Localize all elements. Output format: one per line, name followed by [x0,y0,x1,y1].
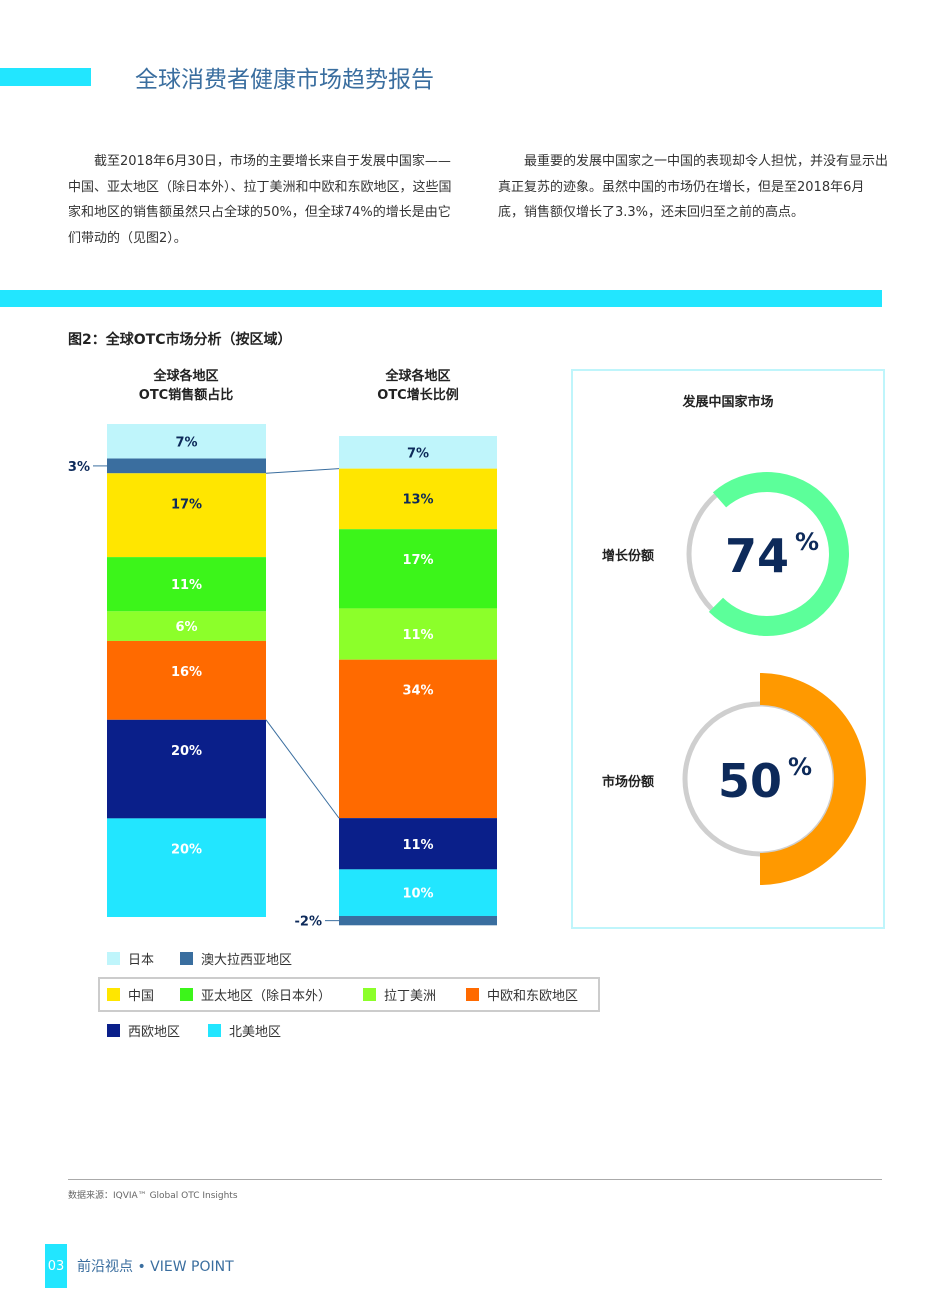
bar-label: 17% [402,553,433,568]
bar-segment [339,659,497,819]
page-number: 03 [45,1244,67,1288]
bar-segment [107,640,266,720]
legend-item: 拉丁美洲 [363,985,436,1004]
developing-markets-panel: 发展中国家市场 [571,369,885,929]
legend-swatch [466,988,479,1001]
donut-charts: 74 %50% [682,472,866,885]
legend-item: 日本 [107,949,154,968]
legend-swatch [180,952,193,965]
bar-label: 17% [171,497,202,512]
section-band [0,290,882,307]
legend-label: 中欧和东欧地区 [487,989,579,1004]
donut-unit: % [795,528,819,556]
bar-segment [107,458,266,474]
legend-swatch [363,988,376,1001]
bar-label: 16% [171,665,202,680]
legend-swatch [107,952,120,965]
connector-line [265,468,340,474]
bar-label: 10% [402,887,433,902]
right-chart-title: 全球各地区 OTC增长比例 [318,367,518,405]
legend-item: 中国 [107,985,154,1004]
legend-label: 中国 [128,989,155,1004]
bar-segment [339,529,497,609]
legend-label: 拉丁美洲 [384,989,437,1004]
bar-label: 7% [407,446,429,461]
right-chart-title-line2: OTC增长比例 [377,388,459,403]
paragraph-right: 最重要的发展中国家之一中国的表现却令人担忧，并没有显示出真正复苏的迹象。虽然中国… [498,154,889,220]
bar-segment [339,468,497,530]
legend-item: 北美地区 [208,1021,281,1040]
legend-item: 中欧和东欧地区 [466,985,578,1004]
footer-section: 前沿视点 • VIEW POINT [77,1259,234,1275]
donut-arc [708,472,849,636]
donut-label-market: 市场份额 [602,775,655,790]
left-chart-title-line2: OTC销售额占比 [138,388,234,403]
legend-item: 亚太地区（除日本外） [180,985,331,1004]
figure-title: 图2：全球OTC市场分析（按区域） [68,332,292,348]
bar-label: 13% [402,493,433,508]
footer-rule [68,1179,882,1180]
stacked-bar-charts: 7% 3% 17% 11% 6% 16% 20% 20% 7% 13% 17% 11% 34% 11% 10… [68,424,497,930]
donut-label-growth: 增长份额 [602,549,655,564]
connector-line [265,719,340,819]
bar-segment [339,915,497,926]
left-chart-title-line1: 全球各地区 [153,369,219,384]
panel-title: 发展中国家市场 [682,395,774,410]
bar-segment [339,436,497,469]
legend: 日本 澳大拉西亚地区中国 亚太地区（除日本外） 拉丁美洲 中欧和东欧地区西欧地区 北美地区 [98,945,598,1045]
donut-arc [759,673,866,885]
legend-label: 西欧地区 [128,1025,181,1040]
legend-label: 北美地区 [229,1025,282,1040]
legend-label: 澳大拉西亚地区 [201,953,293,968]
legend-highlight-box [98,977,600,1012]
bar-segment [107,719,266,819]
header-accent-bar [0,68,91,86]
donut-value: 74 [725,529,789,583]
bar-label: 11% [402,838,433,853]
legend-swatch [107,988,120,1001]
bar-segment [339,869,497,916]
bar-label: 11% [402,628,433,643]
legend-label: 亚太地区（除日本外） [201,989,332,1004]
bar-label: 6% [175,620,197,635]
bar-label: 11% [171,578,202,593]
bar-label: 20% [171,744,202,759]
bar-segment [107,424,266,459]
legend-swatch [180,988,193,1001]
bar-label: 7% [175,435,197,450]
right-chart-title-line1: 全球各地区 [385,369,451,384]
legend-item: 西欧地区 [107,1021,180,1040]
legend-label: 日本 [128,953,155,968]
bar-label: 34% [402,684,433,699]
left-chart-title: 全球各地区 OTC销售额占比 [86,367,286,405]
data-source: 数据来源：IQVIA™ Global OTC Insights [68,1191,238,1201]
bar-label: 3% [68,460,90,475]
bar-segment [107,818,266,917]
legend-item: 澳大拉西亚地区 [180,949,292,968]
bar-segment [339,608,497,660]
legend-swatch [208,1024,221,1037]
bar-segment [107,611,266,641]
bar-label: -2% [295,915,322,930]
paragraph-left: 截至2018年6月30日，市场的主要增长来自于发展中国家——中国、亚太地区（除日… [68,154,452,246]
page-title: 全球消费者健康市场趋势报告 [135,67,434,93]
donut-unit: % [788,753,812,781]
bar-segment [107,473,266,558]
bar-segment [107,557,266,612]
donut-value: 50 [718,754,782,808]
legend-swatch [107,1024,120,1037]
bar-chart-group: 7% 3% 17% 11% 6% 16% 20% 20% 7% 13% 17% 11% 34% 11% 10… [68,424,497,930]
bar-segment [339,818,497,870]
bar-label: 20% [171,842,202,857]
